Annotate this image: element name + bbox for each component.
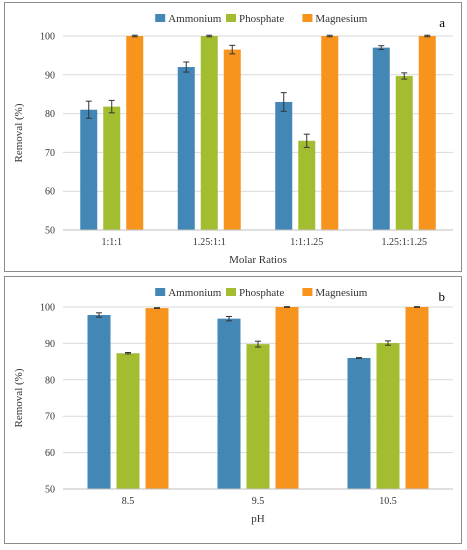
chart-b-ytick-label: 60 — [45, 448, 55, 459]
chart-a-svg: 50 60 70 80 90 100 Removal (%) 1:1:1 1.25:1:1 1:1… — [13, 13, 453, 266]
chart-a-bar-ammonium — [80, 109, 98, 230]
chart-a-ytick-label: 50 — [45, 226, 55, 237]
chart-a-xtick-label: 1:1:1.25 — [290, 237, 323, 248]
chart-panel-b: 50 60 70 80 90 100 Removal (%) 8.5 9.5 10.5 pH Ammo… — [4, 276, 462, 544]
chart-b-ytick-label: 50 — [45, 485, 55, 496]
chart-b-ytick-label: 100 — [40, 303, 55, 314]
chart-b-bar-phosphate — [376, 343, 400, 489]
chart-b-bar-ammonium — [217, 318, 241, 489]
chart-b-bar-phosphate — [116, 353, 140, 489]
chart-a-xtick-label: 1.25:1:1.25 — [381, 237, 427, 248]
chart-a-bar-phosphate — [103, 106, 121, 230]
chart-b-xtick-label: 8.5 — [122, 496, 135, 507]
chart-b-legend-swatch-magnesium — [302, 288, 313, 296]
chart-b-ytick-label: 70 — [45, 412, 55, 423]
chart-b-y-axis-title: Removal (%) — [13, 368, 25, 427]
chart-b-bar-magnesium — [405, 307, 429, 489]
chart-b-bar-magnesium — [145, 308, 169, 489]
chart-a-bar-magnesium — [321, 36, 339, 230]
chart-a-ytick-label: 90 — [45, 70, 55, 81]
chart-b-xtick-label: 10.5 — [379, 496, 397, 507]
chart-b-legend-swatch-ammonium — [155, 288, 166, 296]
chart-a-bar-magnesium — [223, 49, 241, 230]
chart-a-ytick-label: 100 — [40, 32, 55, 43]
chart-b-legend-label-magnesium: Magnesium — [315, 287, 367, 299]
chart-a-xtick-label: 1:1:1 — [101, 237, 122, 248]
chart-a-panel-label: a — [439, 15, 445, 30]
chart-b-x-axis-title: pH — [251, 513, 265, 525]
chart-a-legend-swatch-phosphate — [226, 14, 236, 22]
chart-a-legend-label-magnesium: Magnesium — [315, 13, 367, 25]
chart-a-bar-phosphate — [200, 36, 218, 230]
chart-a-legend-label-phosphate: Phosphate — [239, 13, 284, 25]
chart-a-ytick-label: 80 — [45, 109, 55, 120]
chart-b-legend-swatch-phosphate — [226, 288, 236, 296]
chart-b-ytick-label: 80 — [45, 375, 55, 386]
chart-b-svg: 50 60 70 80 90 100 Removal (%) 8.5 9.5 10.5 pH Ammo… — [13, 287, 453, 525]
chart-b-legend-label-ammonium: Ammonium — [168, 287, 222, 299]
chart-b-panel-label: b — [439, 289, 446, 304]
chart-a-y-axis-title: Removal (%) — [13, 103, 25, 162]
chart-a-xtick-label: 1.25:1:1 — [193, 237, 226, 248]
chart-a-legend-swatch-magnesium — [302, 14, 313, 22]
chart-b-bar-phosphate — [246, 344, 270, 489]
chart-a-bar-magnesium — [418, 36, 436, 230]
chart-a-bar-magnesium — [126, 36, 144, 230]
chart-a-legend-swatch-ammonium — [155, 14, 166, 22]
chart-b-bar-ammonium — [87, 315, 111, 489]
chart-a-bar-phosphate — [298, 140, 316, 230]
chart-b-legend-label-phosphate: Phosphate — [239, 287, 284, 299]
chart-b-bar-magnesium — [275, 307, 299, 489]
chart-b-xtick-label: 9.5 — [252, 496, 265, 507]
chart-a-legend-label-ammonium: Ammonium — [168, 13, 222, 25]
chart-a-bar-ammonium — [372, 47, 390, 230]
chart-a-ytick-label: 60 — [45, 187, 55, 198]
chart-a-bar-phosphate — [395, 75, 413, 231]
chart-a-x-axis-title: Molar Ratios — [229, 254, 287, 266]
chart-panel-a: 50 60 70 80 90 100 Removal (%) 1:1:1 1.25:1:1 1:1… — [4, 2, 462, 272]
chart-b-bar-ammonium — [347, 357, 371, 489]
chart-b-ytick-label: 90 — [45, 339, 55, 350]
chart-a-ytick-label: 70 — [45, 148, 55, 159]
chart-a-bar-ammonium — [177, 67, 195, 230]
chart-a-bar-ammonium — [275, 101, 293, 231]
